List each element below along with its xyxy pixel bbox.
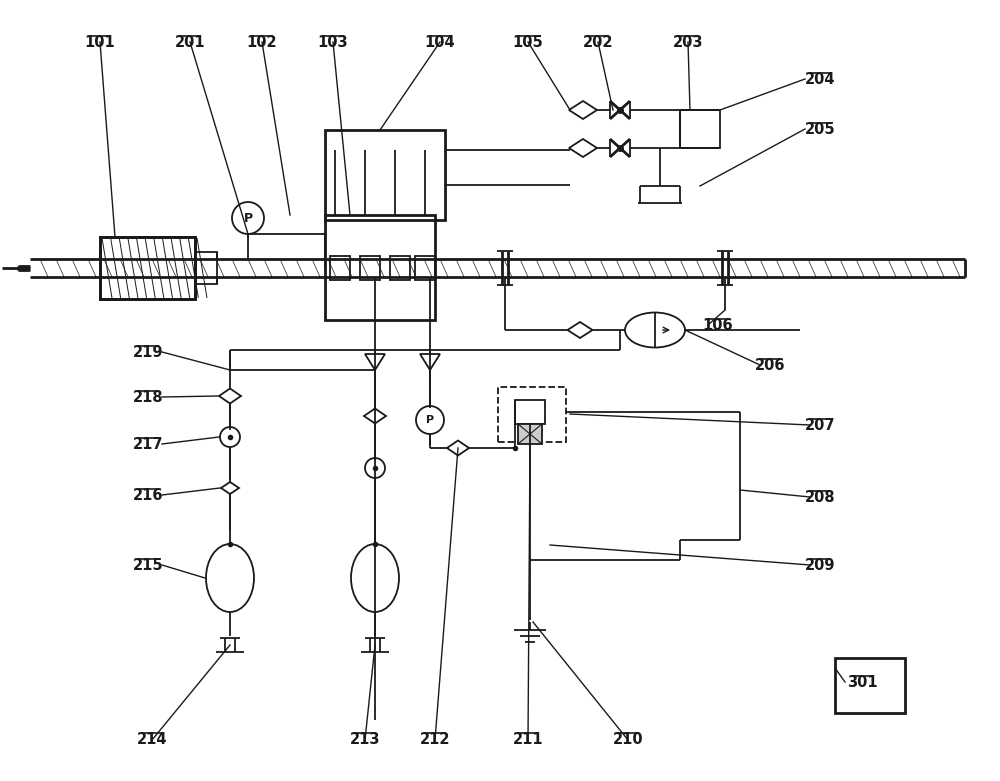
Text: 301: 301 <box>847 675 877 690</box>
Text: 204: 204 <box>805 72 835 87</box>
Bar <box>518 424 542 444</box>
Polygon shape <box>364 408 386 423</box>
Bar <box>100 237 195 299</box>
Text: 106: 106 <box>703 318 733 333</box>
Bar <box>390 256 410 280</box>
Polygon shape <box>219 388 241 404</box>
Bar <box>195 252 217 284</box>
Circle shape <box>232 202 264 234</box>
Text: 218: 218 <box>133 390 163 405</box>
Text: P: P <box>426 415 434 425</box>
Text: 206: 206 <box>755 358 785 373</box>
Polygon shape <box>365 354 385 370</box>
Polygon shape <box>568 322 592 338</box>
Bar <box>415 256 435 280</box>
Bar <box>498 387 566 442</box>
Text: 101: 101 <box>85 35 115 50</box>
Bar <box>680 110 720 148</box>
Polygon shape <box>569 139 597 157</box>
Polygon shape <box>447 440 469 455</box>
Ellipse shape <box>625 312 685 348</box>
Text: 104: 104 <box>425 35 455 50</box>
Circle shape <box>416 406 444 434</box>
Ellipse shape <box>351 544 399 612</box>
Bar <box>100 237 195 299</box>
Bar <box>515 400 545 424</box>
Circle shape <box>365 458 385 478</box>
Text: 210: 210 <box>613 732 643 747</box>
Bar <box>325 215 435 320</box>
Text: 102: 102 <box>247 35 277 50</box>
Polygon shape <box>420 354 440 370</box>
Text: 212: 212 <box>420 732 450 747</box>
Text: 211: 211 <box>513 732 543 747</box>
Text: 219: 219 <box>133 345 163 360</box>
Text: 214: 214 <box>137 732 167 747</box>
Polygon shape <box>221 482 239 494</box>
Bar <box>330 256 350 280</box>
Text: 216: 216 <box>133 488 163 503</box>
Polygon shape <box>569 101 597 119</box>
Bar <box>835 658 905 713</box>
Text: 205: 205 <box>805 122 835 137</box>
Text: 103: 103 <box>318 35 348 50</box>
Text: 207: 207 <box>805 418 835 433</box>
Bar <box>325 130 445 220</box>
Text: 215: 215 <box>133 558 163 573</box>
Text: 209: 209 <box>805 558 835 573</box>
Text: 105: 105 <box>513 35 543 50</box>
Text: 202: 202 <box>583 35 613 50</box>
Bar <box>360 256 380 280</box>
Text: 201: 201 <box>175 35 205 50</box>
Text: P: P <box>243 212 253 224</box>
Text: 203: 203 <box>673 35 703 50</box>
Text: 208: 208 <box>805 490 835 505</box>
Text: 217: 217 <box>133 437 163 452</box>
Ellipse shape <box>206 544 254 612</box>
Circle shape <box>220 427 240 447</box>
Text: 213: 213 <box>350 732 380 747</box>
